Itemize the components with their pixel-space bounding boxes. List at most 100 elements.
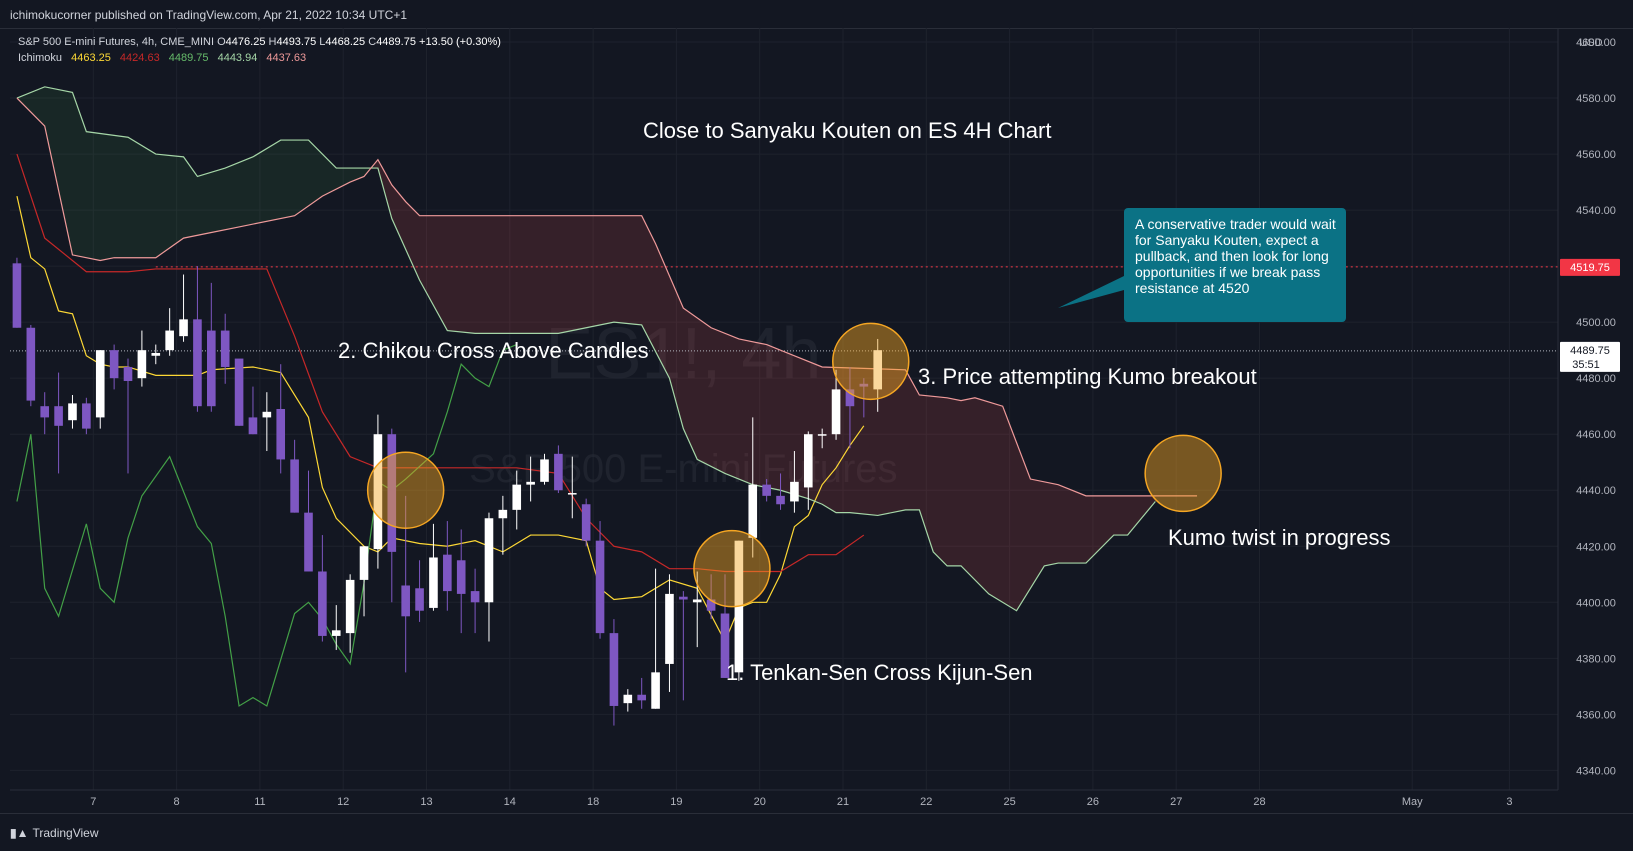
candle-body	[137, 350, 147, 379]
time-tick-label: 18	[587, 796, 599, 808]
candle	[40, 392, 50, 435]
candle	[137, 330, 147, 387]
time-tick-label: 3	[1506, 796, 1512, 808]
candle-body	[470, 591, 480, 603]
resistance-badge-label: 4519.75	[1570, 262, 1610, 274]
candle-body	[179, 319, 188, 337]
candle	[484, 512, 494, 642]
candle	[151, 344, 161, 365]
candle-body	[318, 571, 327, 636]
footer-bar: ▮▲ TradingView	[0, 813, 1633, 851]
candle-body	[790, 481, 799, 502]
candle-body	[720, 613, 730, 678]
candle-body	[290, 459, 299, 513]
brand-name: TradingView	[32, 826, 99, 840]
candle-body	[845, 389, 855, 407]
candle-body	[609, 633, 619, 706]
candle	[665, 574, 674, 692]
highlight-circle	[1144, 434, 1222, 513]
price-tick-label: 4420.00	[1576, 541, 1616, 553]
candle-body	[109, 350, 119, 379]
candle	[234, 358, 244, 426]
candle-body	[68, 403, 77, 421]
tradingview-logo[interactable]: ▮▲ TradingView	[10, 826, 99, 840]
candle-body	[82, 403, 91, 429]
candle	[276, 364, 286, 474]
time-tick-label: 25	[1003, 796, 1015, 808]
candle-body	[373, 434, 383, 550]
high-value: 4493.75	[276, 36, 317, 48]
candle-body	[859, 383, 869, 387]
candle	[567, 456, 577, 519]
candle-body	[276, 409, 286, 460]
candle-body	[665, 593, 674, 664]
candle-body	[692, 599, 702, 603]
candle-body	[540, 459, 549, 482]
candle	[443, 521, 452, 611]
currency-label: USD	[1579, 37, 1602, 49]
price-tick-label: 4560.00	[1576, 149, 1616, 161]
candle-body	[512, 484, 522, 510]
candle-body	[220, 330, 230, 367]
kumo-cloud	[374, 159, 1156, 611]
symbol-name[interactable]: S&P 500 E-mini Futures, 4h, CME_MINI	[18, 36, 215, 48]
candle	[207, 282, 216, 412]
price-tick-label: 4480.00	[1576, 373, 1616, 385]
time-tick-label: 7	[90, 796, 96, 808]
candle-body	[234, 358, 244, 426]
change-value: +13.50 (+0.30%)	[419, 36, 501, 48]
ichimoku-value: 4489.75	[168, 52, 209, 64]
candle-body	[748, 484, 758, 538]
watermark-symbol: ES1!, 4h	[545, 314, 821, 394]
high-label: H	[268, 36, 277, 48]
chart-area[interactable]: ES1!, 4hS&P 500 E-mini Futures4340.00436…	[0, 28, 1633, 813]
resistance-badge	[1560, 258, 1620, 276]
candle-body	[817, 434, 827, 436]
candle-body	[498, 509, 508, 519]
candle-body	[651, 672, 660, 709]
candle	[540, 453, 549, 485]
tradingview-logo-icon: ▮▲	[10, 826, 29, 840]
candle-body	[165, 330, 174, 351]
candle-body	[95, 350, 105, 418]
candle-body	[304, 512, 313, 572]
time-tick-label: 27	[1170, 796, 1182, 808]
candle-body	[248, 417, 258, 435]
candle-body	[623, 694, 633, 704]
tenkan-annotation: 1. Tenkan-Sen Cross Kijun-Sen	[726, 660, 1033, 685]
candle	[456, 529, 466, 634]
candle	[762, 479, 771, 502]
candle-body	[345, 579, 355, 634]
candle-body	[679, 596, 688, 600]
callout-note: A conservative trader would wait for San…	[1124, 208, 1346, 322]
price-chart[interactable]: ES1!, 4hS&P 500 E-mini Futures4340.00436…	[0, 28, 1633, 813]
candle	[401, 495, 410, 673]
candle	[429, 523, 438, 611]
candle	[109, 344, 119, 390]
time-tick-label: 13	[420, 796, 432, 808]
candle	[845, 366, 855, 449]
symbol-legend: S&P 500 E-mini Futures, 4h, CME_MINI O 44…	[18, 36, 501, 48]
candle	[748, 417, 758, 558]
highlight-circle	[832, 322, 910, 401]
time-tick-label: 21	[837, 796, 849, 808]
candle	[387, 428, 397, 603]
candle	[262, 392, 272, 452]
candle-body	[26, 327, 36, 401]
open-label: O	[217, 36, 226, 48]
countdown-label: 35:51	[1572, 359, 1600, 371]
price-annotation: 3. Price attempting Kumo breakout	[918, 364, 1257, 389]
indicator-name[interactable]: Ichimoku	[18, 52, 63, 64]
price-tick-label: 4440.00	[1576, 485, 1616, 497]
candle	[248, 386, 258, 435]
time-tick-label: 20	[754, 796, 766, 808]
candle-body	[581, 504, 591, 541]
candle	[817, 428, 827, 449]
candle-body	[331, 630, 341, 636]
candle	[179, 274, 188, 342]
last-price-badge	[1560, 341, 1620, 372]
candle-body	[151, 352, 161, 356]
time-tick-label: 26	[1087, 796, 1099, 808]
candle	[720, 574, 730, 678]
candle	[193, 266, 202, 412]
